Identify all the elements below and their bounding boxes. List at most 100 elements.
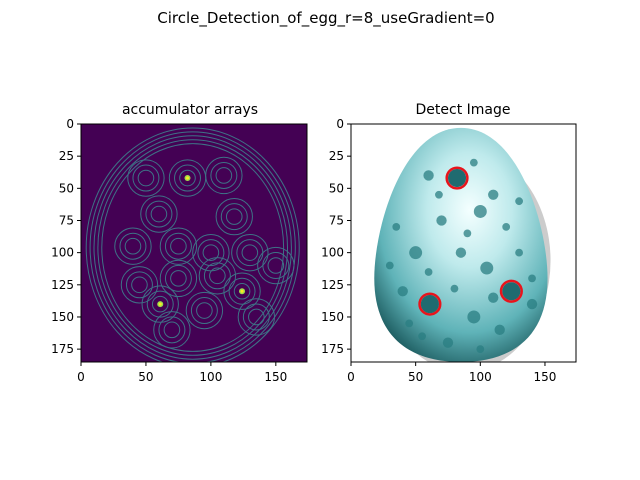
egg-spot xyxy=(515,248,523,257)
accumulator-ring xyxy=(150,205,168,223)
accumulator-ring xyxy=(125,271,153,299)
accumulator-ring xyxy=(158,316,186,344)
accumulator-ring xyxy=(220,203,248,231)
accumulator-ring xyxy=(215,197,253,236)
detect-y-tick-label: 75 xyxy=(329,213,344,227)
accumulator-ring xyxy=(203,262,231,290)
accumulator-x-tick-label: 150 xyxy=(264,370,287,384)
accumulator-ring xyxy=(267,257,285,274)
accumulator-ring xyxy=(231,233,269,272)
accumulator-title: accumulator arrays xyxy=(122,102,258,118)
accumulator-ring xyxy=(241,244,259,261)
accumulator-ring xyxy=(202,244,220,261)
accumulator-ring xyxy=(164,232,192,260)
accumulator-y-tick-label: 175 xyxy=(51,342,74,356)
accumulator-ring xyxy=(159,227,198,265)
egg-spot xyxy=(436,215,447,226)
accumulator-panel: accumulator arrays 0 50 100 150 0 25 50 75 100 1… xyxy=(51,102,308,384)
accumulator-ring xyxy=(185,291,224,330)
accumulator-ring xyxy=(179,169,196,187)
detected-spot xyxy=(420,295,439,314)
accumulator-shell xyxy=(97,139,289,356)
egg-spot xyxy=(442,337,454,348)
accumulator-ring xyxy=(131,276,148,294)
accumulator-ring xyxy=(146,290,174,318)
accumulator-background xyxy=(81,124,307,362)
accumulator-y-tick-label: 0 xyxy=(66,117,74,131)
egg-spot xyxy=(515,197,523,206)
accumulator-ring xyxy=(198,257,237,295)
accumulator-y-tick-label: 50 xyxy=(59,181,74,195)
detect-y-ticks: 0 25 50 75 100 125 150 175 xyxy=(321,117,351,356)
accumulator-peaks xyxy=(157,175,246,308)
accumulator-ring xyxy=(225,208,243,225)
detect-y-tick-label: 150 xyxy=(321,310,344,324)
accumulator-rings xyxy=(85,127,300,362)
accumulator-ring xyxy=(170,270,187,287)
egg-spot xyxy=(502,223,511,231)
accumulator-ring xyxy=(215,167,233,184)
egg-spot xyxy=(409,246,423,260)
egg-spot xyxy=(488,292,499,303)
egg-spot xyxy=(450,284,459,293)
accumulator-ring xyxy=(210,161,238,189)
detect-y-tick-label: 25 xyxy=(329,149,344,163)
accumulator-x-tick-label: 100 xyxy=(199,370,222,384)
egg-spot xyxy=(424,268,433,276)
egg-spot xyxy=(528,274,536,283)
accumulator-ring xyxy=(174,164,201,192)
accumulator-ring xyxy=(190,297,218,325)
accumulator-ring xyxy=(197,239,225,267)
egg-spot xyxy=(488,189,499,200)
egg-spot xyxy=(423,170,434,181)
egg-body xyxy=(374,127,548,362)
accumulator-ring xyxy=(163,321,181,339)
egg-spot xyxy=(473,205,487,218)
accumulator-ring xyxy=(262,252,290,280)
detect-x-tick-label: 150 xyxy=(534,370,557,384)
accumulator-ring xyxy=(228,277,256,305)
accumulator-ring xyxy=(151,295,169,313)
accumulator-shell xyxy=(85,127,300,362)
egg-spot xyxy=(526,298,538,310)
accumulator-frame xyxy=(80,123,308,363)
detect-y-tick-label: 0 xyxy=(336,117,344,131)
accumulator-x-ticks: 0 50 100 150 xyxy=(77,362,287,384)
detected-spot xyxy=(502,282,521,301)
detect-x-tick-label: 100 xyxy=(469,370,492,384)
accumulator-ring xyxy=(233,282,251,300)
accumulator-shell xyxy=(93,135,292,360)
egg-spot xyxy=(418,332,426,341)
accumulator-x-tick-label: 50 xyxy=(138,370,153,384)
accumulator-ring xyxy=(119,232,147,260)
detect-y-tick-label: 125 xyxy=(321,278,344,292)
accumulator-y-tick-label: 25 xyxy=(59,149,74,163)
egg-spot xyxy=(480,261,494,275)
egg-spot xyxy=(392,223,401,231)
egg-spot xyxy=(435,190,443,199)
accumulator-ring xyxy=(141,285,179,323)
detect-y-tick-label: 50 xyxy=(329,181,344,195)
accumulator-peak-core xyxy=(186,176,190,180)
accumulator-ring xyxy=(140,195,178,233)
accumulator-ring xyxy=(209,267,226,285)
detect-x-tick-label: 0 xyxy=(347,370,355,384)
detected-circle xyxy=(499,279,523,303)
detected-circles xyxy=(418,166,523,316)
egg-spot xyxy=(455,247,467,258)
egg-spot xyxy=(397,286,408,297)
figure-suptitle: Circle_Detection_of_egg_r=8_useGradient=… xyxy=(157,9,494,28)
accumulator-ring xyxy=(237,298,276,336)
detect-title: Detect Image xyxy=(416,102,511,118)
detect-x-ticks: 0 50 100 150 xyxy=(347,362,556,384)
egg-spot xyxy=(476,345,485,354)
detected-circle xyxy=(445,166,469,190)
detected-spot xyxy=(447,168,467,188)
detect-frame xyxy=(350,123,577,363)
accumulator-ring xyxy=(114,227,152,265)
detect-y-tick-label: 175 xyxy=(321,342,344,356)
accumulator-ring xyxy=(196,302,213,319)
accumulator-y-tick-label: 125 xyxy=(51,278,74,292)
egg-spot xyxy=(467,310,481,324)
